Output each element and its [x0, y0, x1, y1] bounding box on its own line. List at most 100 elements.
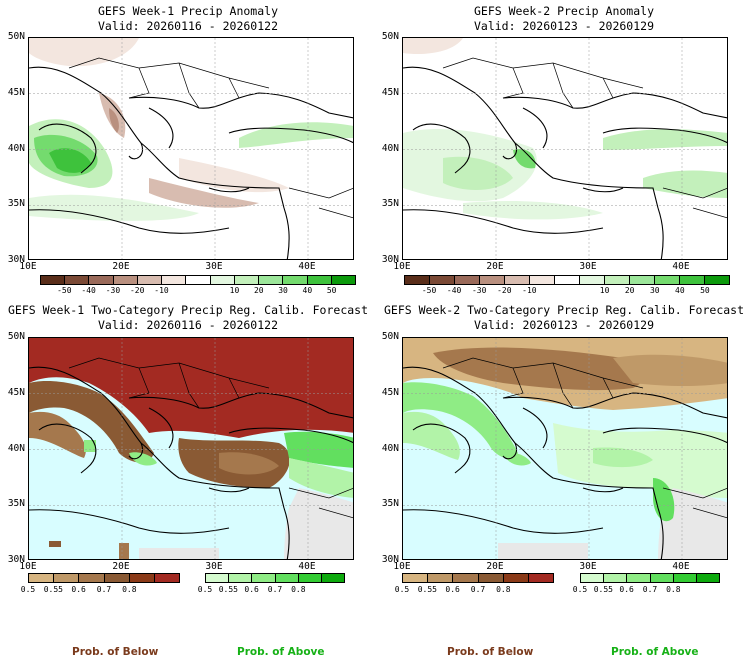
colorbar-tick-label: 0.8	[666, 585, 681, 594]
colorbar-tick-label: 0.55	[417, 585, 437, 594]
colorbar-tick-label: 50	[700, 286, 710, 295]
panel1-valid: Valid: 20260116 - 20260122	[97, 19, 278, 33]
colorbar-tick-label: 0.6	[71, 585, 86, 594]
colorbar-tick-label: -10	[522, 286, 537, 295]
gridlines	[29, 338, 353, 559]
borders	[442, 357, 727, 519]
colorbar-swatch	[679, 276, 704, 284]
prob-above-colorbar-left	[205, 573, 345, 583]
colorbar-tick-label: 0.5	[20, 585, 36, 594]
colorbar-tick-label: 40	[675, 286, 685, 295]
lon-label: 10E	[393, 261, 411, 272]
colorbar-tick-label: 0.55	[218, 585, 238, 594]
lat-label: 45N	[7, 386, 25, 398]
colorbar-swatch	[604, 276, 629, 284]
colorbar-tick-label: 0.6	[445, 585, 460, 594]
colorbar-swatch	[704, 276, 729, 284]
prob-above-label-right: Prob. of Above	[611, 646, 699, 658]
colorbar-swatch	[429, 276, 454, 284]
lat-label: 40N	[381, 442, 399, 454]
gridlines	[29, 38, 353, 259]
lon-label: 30E	[579, 561, 597, 572]
colorbar-swatch	[53, 574, 79, 582]
colorbar-swatch	[330, 276, 356, 284]
colorbar-swatch	[29, 574, 54, 582]
colorbar-tick-label: 30	[649, 286, 660, 295]
lon-label: 40E	[672, 261, 690, 272]
lon-label: 20E	[112, 261, 130, 272]
colorbar-swatch	[64, 276, 89, 284]
colorbar-swatch	[41, 276, 65, 284]
panel2-valid: Valid: 20260123 - 20260129	[473, 19, 654, 33]
colorbar-tick-label: 0.6	[244, 585, 259, 594]
panel4-title: GEFS Week-2 Two-Category Precip Reg. Cal…	[383, 303, 745, 317]
colorbar-swatch	[78, 574, 104, 582]
colorbar-swatch	[554, 276, 579, 284]
panel3-title: GEFS Week-1 Two-Category Precip Reg. Cal…	[7, 303, 369, 317]
anomaly-colorbar-week1	[40, 275, 356, 285]
lon-label: 30E	[205, 561, 223, 572]
colorbar-swatch	[251, 574, 275, 582]
colorbar-swatch	[136, 276, 162, 284]
colorbar-tick-label: 30	[278, 286, 288, 295]
colorbar-tick-label: 0.7	[96, 585, 112, 594]
colorbar-swatch	[228, 574, 252, 582]
colorbar-tick-label: 0.7	[642, 585, 658, 594]
lat-label: 50N	[7, 331, 25, 342]
colorbar-swatch	[504, 276, 529, 284]
lat-label: 35N	[381, 198, 399, 210]
anomaly-colorbar-week2	[404, 275, 730, 285]
lon-label: 10E	[393, 561, 411, 572]
colorbar-swatch	[454, 276, 479, 284]
anomaly-fields	[29, 38, 353, 221]
colorbar-tick-label: -50	[421, 286, 437, 295]
colorbar-swatch	[112, 276, 137, 284]
prob-below-label-right: Prob. of Below	[447, 646, 534, 658]
colorbar-tick-label: 0.5	[394, 585, 410, 594]
panel2-title: GEFS Week-2 Precip Anomaly	[473, 4, 654, 18]
colorbar-tick-label: 0.55	[43, 585, 63, 594]
lat-label: 40N	[7, 142, 25, 154]
prob-below-colorbar-right	[402, 573, 554, 583]
colorbar-swatch	[603, 574, 627, 582]
lon-label: 20E	[112, 561, 130, 572]
lon-label: 20E	[486, 561, 504, 572]
lat-label: 45N	[7, 86, 25, 98]
lat-label: 50N	[7, 31, 25, 42]
lat-label: 35N	[7, 498, 25, 510]
colorbar-tick-label: -30	[471, 286, 487, 295]
panel4-valid: Valid: 20260123 - 20260129	[473, 318, 654, 332]
colorbar-tick-label: 10	[599, 286, 610, 295]
colorbar-swatch	[452, 574, 478, 582]
lat-label: 30N	[381, 554, 399, 565]
lon-label: 40E	[672, 561, 690, 572]
colorbar-tick-label: -10	[154, 286, 169, 295]
colorbar-swatch	[306, 276, 331, 284]
lon-label: 10E	[19, 561, 37, 572]
colorbar-swatch	[258, 276, 283, 284]
colorbar-swatch	[206, 574, 229, 582]
colorbar-swatch	[282, 276, 307, 284]
coastlines	[29, 366, 353, 559]
colorbar-tick-label: 50	[326, 286, 337, 295]
colorbar-swatch	[103, 574, 129, 582]
borders	[68, 357, 353, 519]
colorbar-swatch	[297, 574, 321, 582]
lat-label: 30N	[381, 254, 399, 265]
lat-label: 45N	[381, 86, 399, 98]
map-week1-probability	[28, 337, 354, 560]
colorbar-tick-label: 40	[302, 286, 313, 295]
colorbar-swatch	[128, 574, 154, 582]
colorbar-tick-label: -50	[57, 286, 72, 295]
colorbar-tick-label: -20	[497, 286, 512, 295]
gridlines	[403, 38, 727, 259]
colorbar-tick-label: 10	[229, 286, 240, 295]
colorbar-tick-label: 0.7	[267, 585, 283, 594]
colorbar-tick-label: -30	[105, 286, 121, 295]
colorbar-swatch	[320, 574, 345, 582]
colorbar-swatch	[88, 276, 113, 284]
prob-below-label-left: Prob. of Below	[72, 646, 159, 658]
lat-label: 30N	[7, 254, 25, 265]
colorbar-swatch	[527, 574, 554, 582]
colorbar-swatch	[654, 276, 679, 284]
